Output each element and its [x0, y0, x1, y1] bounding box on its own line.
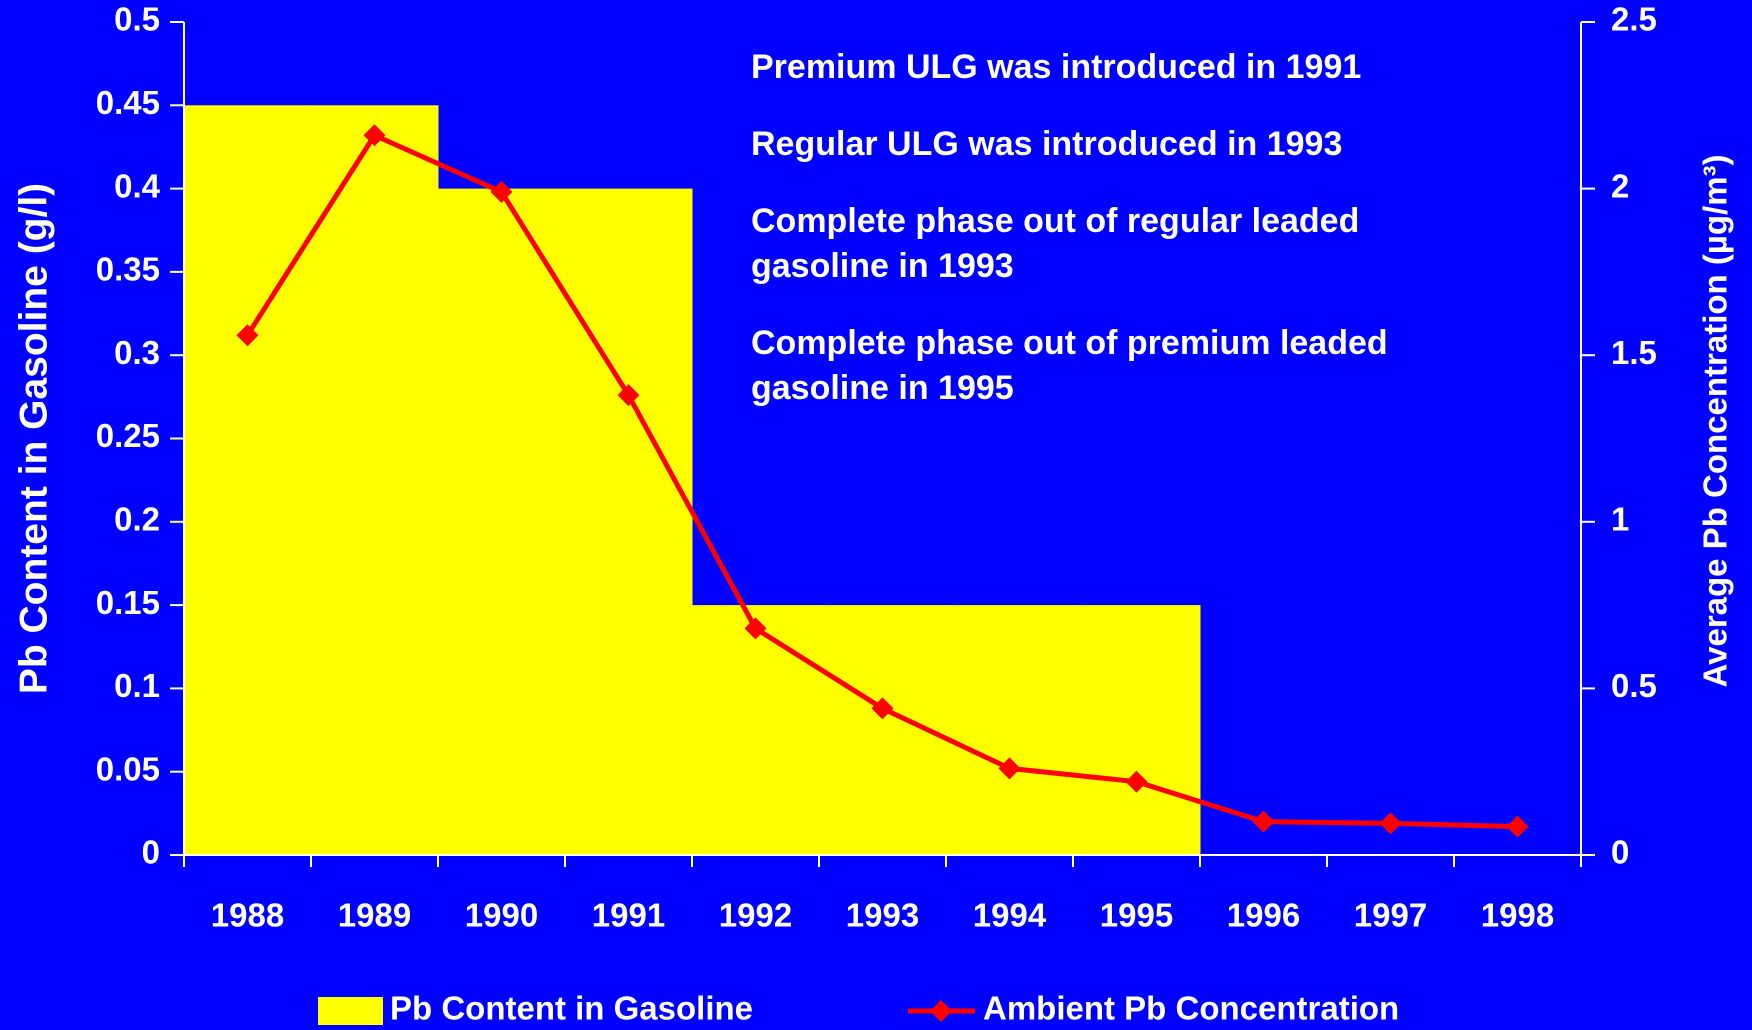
x-tick-label: 1994 [973, 897, 1047, 934]
legend-marker [930, 1000, 952, 1022]
bar [184, 105, 312, 856]
x-tick-label: 1998 [1481, 897, 1554, 934]
bar [946, 605, 1074, 855]
marker [490, 180, 513, 203]
x-tick-label: 1988 [211, 897, 284, 934]
y-tick-label: 0.35 [96, 251, 160, 288]
y-tick-label: 0.1 [114, 667, 160, 704]
y-tick-label: 0.5 [114, 1, 160, 38]
y-tick-label: 0.45 [96, 84, 160, 121]
y2-tick-label: 0.5 [1611, 667, 1657, 704]
y2-tick-label: 1.5 [1611, 334, 1657, 371]
marker [1379, 812, 1402, 835]
annotation: gasoline in 1995 [751, 369, 1014, 407]
y-tick-label: 0.25 [96, 417, 160, 454]
y-tick-label: 0.15 [96, 584, 160, 621]
marker [617, 384, 640, 407]
marker [236, 324, 259, 347]
y2-tick-label: 1 [1611, 501, 1629, 538]
y-axis-title: Pb Content in Gasoline (g/l) [12, 183, 55, 694]
marker [871, 697, 894, 720]
marker [998, 757, 1021, 780]
bar [565, 188, 693, 856]
annotation: gasoline in 1993 [751, 247, 1014, 285]
marker [1506, 815, 1529, 838]
marker [1125, 770, 1148, 793]
y-tick-label: 0.4 [114, 167, 161, 204]
marker [363, 124, 386, 147]
y2-tick-label: 0 [1611, 834, 1629, 871]
annotation: Complete phase out of premium leaded [751, 324, 1388, 362]
annotation: Complete phase out of regular leaded [751, 202, 1359, 240]
y-tick-label: 0 [142, 834, 160, 871]
y-tick-label: 0.3 [114, 334, 160, 371]
bar [311, 105, 439, 856]
x-tick-label: 1995 [1100, 897, 1173, 934]
x-tick-label: 1997 [1354, 897, 1427, 934]
y2-axis-title: Average Pb Concentration (µg/m³) [1697, 154, 1734, 687]
bar [438, 188, 566, 856]
y2-tick-label: 2 [1611, 167, 1629, 204]
x-tick-label: 1991 [592, 897, 665, 934]
x-tick-label: 1993 [846, 897, 919, 934]
legend-label: Pb Content in Gasoline [390, 990, 753, 1027]
y-tick-label: 0.05 [96, 750, 160, 787]
annotation: Premium ULG was introduced in 1991 [751, 48, 1361, 86]
marker [1252, 810, 1275, 833]
marker [744, 617, 767, 640]
y2-tick-label: 2.5 [1611, 1, 1657, 38]
x-tick-label: 1989 [338, 897, 411, 934]
bar [692, 605, 820, 855]
legend-label: Ambient Pb Concentration [983, 990, 1399, 1027]
bar [1073, 605, 1201, 855]
x-tick-label: 1996 [1227, 897, 1300, 934]
annotation: Regular ULG was introduced in 1993 [751, 125, 1342, 163]
legend-swatch [318, 997, 383, 1025]
y-tick-label: 0.2 [114, 501, 160, 538]
x-tick-label: 1992 [719, 897, 792, 934]
x-tick-label: 1990 [465, 897, 538, 934]
